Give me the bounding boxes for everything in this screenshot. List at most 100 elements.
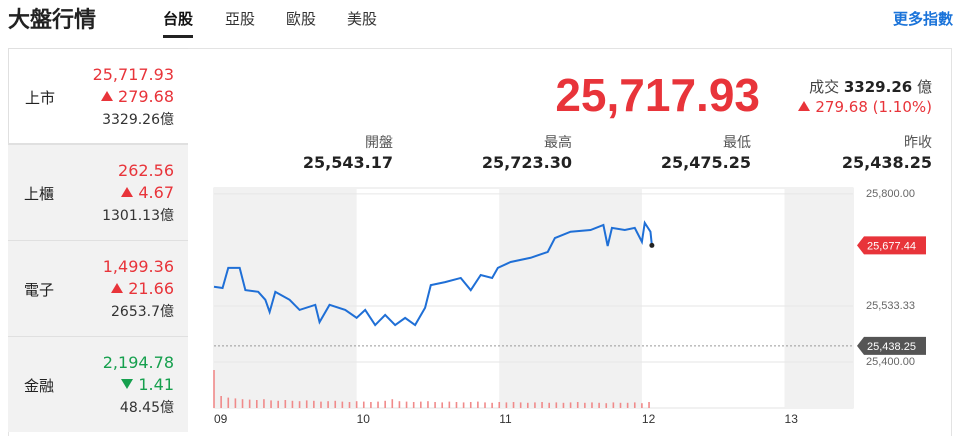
price-tag-label: 25,438.25 bbox=[867, 341, 916, 353]
volume-bar bbox=[227, 397, 230, 408]
market-volume: 3329.26億 bbox=[102, 109, 174, 129]
volume-bar bbox=[370, 402, 372, 408]
change-arrow bbox=[111, 283, 124, 293]
volume-label: 成交 bbox=[809, 78, 840, 96]
change-value: 279.68 (1.10%) bbox=[815, 98, 932, 116]
volume-bar bbox=[584, 402, 586, 408]
volume-bar bbox=[555, 402, 558, 408]
stat-label: 最低 bbox=[723, 135, 751, 151]
market-item[interactable]: 上櫃 262.56 4.67 1301.13億 bbox=[8, 144, 188, 240]
volume-bar bbox=[313, 400, 315, 408]
volume-bar bbox=[298, 401, 301, 408]
volume-value: 3329.26 bbox=[843, 78, 913, 96]
market-item[interactable]: 電子 1,499.36 21.66 2653.7億 bbox=[8, 240, 188, 336]
market-item[interactable]: 金融 2,194.78 1.41 48.45億 bbox=[8, 336, 188, 432]
market-price: 2,194.78 bbox=[102, 353, 174, 372]
market-name: 電子 bbox=[24, 281, 55, 299]
volume-bar bbox=[213, 370, 215, 408]
more-link[interactable]: 更多指數 bbox=[892, 10, 953, 28]
y-tick-label: 25,800.00 bbox=[866, 188, 915, 200]
change-arrow bbox=[121, 187, 134, 197]
volume-bar bbox=[355, 401, 358, 408]
price-line bbox=[213, 220, 653, 327]
volume-bar bbox=[384, 400, 386, 408]
volume-bar bbox=[548, 402, 550, 408]
volume-bar bbox=[641, 403, 643, 408]
volume-bar bbox=[455, 402, 458, 408]
volume-bar bbox=[434, 402, 436, 408]
volume-bar bbox=[391, 399, 394, 408]
market-change: 279.68 bbox=[101, 87, 174, 106]
volume-bar bbox=[491, 402, 493, 408]
volume-bar bbox=[505, 402, 508, 408]
market-price: 25,717.93 bbox=[92, 65, 174, 84]
volume-bar bbox=[598, 402, 600, 408]
change-arrow bbox=[798, 101, 811, 111]
volume-bar bbox=[348, 402, 351, 408]
market-tab[interactable]: 台股 bbox=[163, 8, 194, 38]
stat-value: 25,475.25 bbox=[660, 153, 751, 172]
volume-bar bbox=[541, 402, 543, 408]
market-tab[interactable]: 美股 bbox=[347, 10, 378, 28]
x-tick-label: 11 bbox=[499, 412, 512, 426]
volume-bar bbox=[234, 398, 237, 408]
volume-bar bbox=[441, 402, 444, 408]
y-tick-label: 25,533.33 bbox=[866, 300, 915, 312]
session-band bbox=[784, 188, 853, 408]
volume-bar bbox=[591, 402, 593, 408]
volume-bar bbox=[427, 401, 429, 408]
volume-bar bbox=[462, 402, 465, 408]
volume-bar bbox=[320, 401, 322, 408]
volume-bar bbox=[277, 400, 279, 408]
y-tick-label: 25,400.00 bbox=[866, 356, 915, 368]
volume-bar bbox=[519, 402, 522, 408]
x-tick-label: 09 bbox=[214, 412, 228, 426]
volume-bar bbox=[220, 396, 222, 408]
price-tag-label: 25,677.44 bbox=[867, 240, 916, 252]
volume-bar bbox=[648, 402, 650, 408]
volume-value: 48.45 bbox=[119, 400, 160, 416]
market-tab[interactable]: 亞股 bbox=[225, 10, 256, 28]
volume-bar bbox=[398, 401, 401, 408]
volume-bar bbox=[562, 402, 565, 408]
market-volume: 48.45億 bbox=[120, 397, 174, 417]
stat-label: 最高 bbox=[544, 135, 572, 151]
stat-value: 25,723.30 bbox=[481, 153, 572, 172]
market-tab[interactable]: 歐股 bbox=[286, 10, 317, 28]
volume-bar bbox=[569, 402, 572, 408]
volume-bar bbox=[420, 401, 422, 408]
volume-bar bbox=[605, 403, 608, 408]
volume-bar bbox=[263, 399, 265, 408]
change-arrow bbox=[101, 91, 114, 101]
volume-bar bbox=[284, 400, 287, 408]
volume-bar bbox=[241, 399, 244, 408]
quote-volume: 成交 3329.26 億 bbox=[809, 76, 932, 97]
volume-bar bbox=[334, 400, 337, 408]
volume-bar bbox=[498, 402, 501, 408]
stat-value: 25,543.17 bbox=[302, 153, 393, 172]
market-change: 21.66 bbox=[111, 279, 174, 298]
market-change: 4.67 bbox=[121, 183, 174, 202]
volume-bar bbox=[534, 402, 536, 408]
volume-bar bbox=[484, 402, 486, 408]
market-name: 上櫃 bbox=[24, 185, 55, 203]
x-tick-label: 10 bbox=[357, 412, 371, 426]
volume-bar bbox=[633, 402, 636, 408]
change-value: 21.66 bbox=[128, 279, 174, 298]
quote-price: 25,717.93 bbox=[555, 69, 760, 121]
volume-bar bbox=[619, 402, 622, 408]
volume-bar bbox=[526, 402, 529, 408]
market-price: 1,499.36 bbox=[102, 257, 174, 276]
market-item[interactable]: 上市 25,717.93 279.68 3329.26億 bbox=[8, 48, 188, 144]
stat-label: 開盤 bbox=[365, 135, 393, 151]
volume-bar bbox=[405, 401, 408, 408]
volume-bar bbox=[626, 402, 629, 408]
volume-bar bbox=[612, 402, 615, 408]
volume-bar bbox=[305, 400, 308, 408]
change-arrow bbox=[121, 379, 134, 389]
session-band bbox=[499, 188, 642, 408]
volume-bar bbox=[270, 400, 272, 408]
volume-bar bbox=[377, 401, 379, 408]
